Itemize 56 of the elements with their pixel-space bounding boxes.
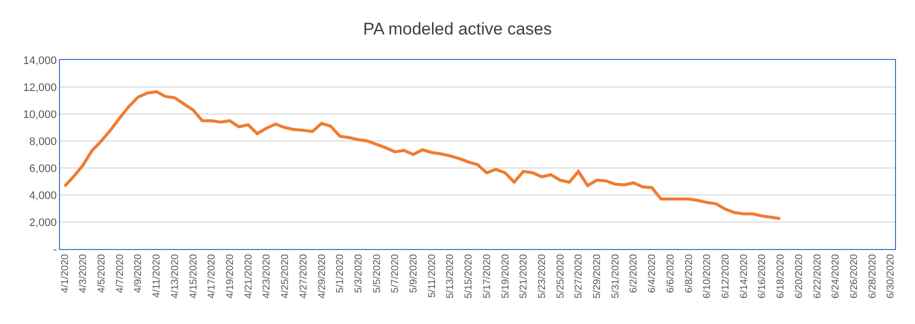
x-tick-label: 6/30/2020	[886, 254, 897, 298]
x-tick-label: 5/21/2020	[518, 254, 530, 298]
x-tick-label: 5/25/2020	[555, 254, 566, 298]
x-tick-label: 5/31/2020	[610, 254, 622, 298]
x-tick-label: 5/1/2020	[335, 254, 346, 293]
x-tick-label: 6/10/2020	[702, 254, 714, 298]
x-tick-label: 6/24/2020	[830, 254, 842, 298]
y-tick-label: 12,000	[23, 82, 57, 94]
x-tick-label: 4/17/2020	[206, 254, 218, 298]
x-tick-label: 6/6/2020	[665, 254, 676, 293]
x-tick-label: 4/27/2020	[298, 254, 310, 298]
x-tick-label: 5/3/2020	[353, 254, 364, 293]
x-tick-label: 5/11/2020	[426, 254, 438, 298]
x-tick-label: 5/29/2020	[592, 254, 604, 298]
x-tick-label: 4/5/2020	[96, 254, 108, 293]
chart-title: PA modeled active cases	[363, 20, 552, 39]
x-tick-label: 6/18/2020	[776, 254, 787, 298]
y-tick-label: 4,000	[29, 190, 57, 202]
y-tick-label: 14,000	[23, 54, 57, 67]
x-tick-label: 6/20/2020	[794, 254, 805, 298]
x-tick-label: 6/12/2020	[720, 254, 732, 298]
x-tick-label: 5/19/2020	[500, 254, 512, 298]
x-tick-label: 6/14/2020	[738, 254, 750, 298]
x-tick-label: 4/7/2020	[114, 254, 126, 293]
x-tick-label: 6/22/2020	[812, 254, 824, 298]
x-tick-label: 4/1/2020	[60, 254, 71, 293]
x-tick-label: 5/15/2020	[464, 254, 475, 298]
x-tick-label: 6/28/2020	[867, 254, 878, 298]
x-tick-label: 5/13/2020	[445, 254, 456, 298]
y-tick-label: 10,000	[23, 108, 57, 121]
x-tick-label: 5/9/2020	[408, 254, 420, 293]
y-tick-label: 6,000	[29, 162, 57, 175]
x-tick-label: 4/21/2020	[243, 254, 254, 298]
x-tick-label: 4/9/2020	[133, 254, 144, 293]
line-series	[63, 90, 782, 220]
y-tick-label: 2,000	[29, 216, 57, 229]
x-tick-label: 4/3/2020	[78, 254, 90, 293]
x-tick-label: 4/29/2020	[316, 254, 328, 298]
x-tick-label: 4/25/2020	[280, 254, 292, 298]
x-tick-label: 4/11/2020	[152, 254, 163, 298]
x-tick-label: 5/27/2020	[574, 254, 585, 298]
x-tick-label: 6/26/2020	[848, 254, 860, 298]
x-tick-label: 4/15/2020	[188, 254, 200, 298]
x-tick-label: 6/16/2020	[757, 254, 768, 298]
x-tick-label: 5/5/2020	[372, 254, 383, 293]
x-tick-label: 6/4/2020	[647, 254, 658, 293]
x-tick-label: 5/7/2020	[390, 254, 402, 293]
x-tick-label: 5/17/2020	[482, 254, 493, 298]
x-tick-label: 4/13/2020	[170, 254, 181, 298]
x-tick-label: 4/19/2020	[225, 254, 236, 298]
x-tick-label: 6/8/2020	[684, 254, 695, 293]
y-tick-label: 8,000	[29, 136, 57, 148]
x-tick-label: 4/23/2020	[262, 254, 273, 298]
x-tick-label: 6/2/2020	[628, 254, 640, 293]
y-tick-label: -	[53, 244, 58, 256]
x-tick-label: 5/23/2020	[536, 254, 548, 298]
